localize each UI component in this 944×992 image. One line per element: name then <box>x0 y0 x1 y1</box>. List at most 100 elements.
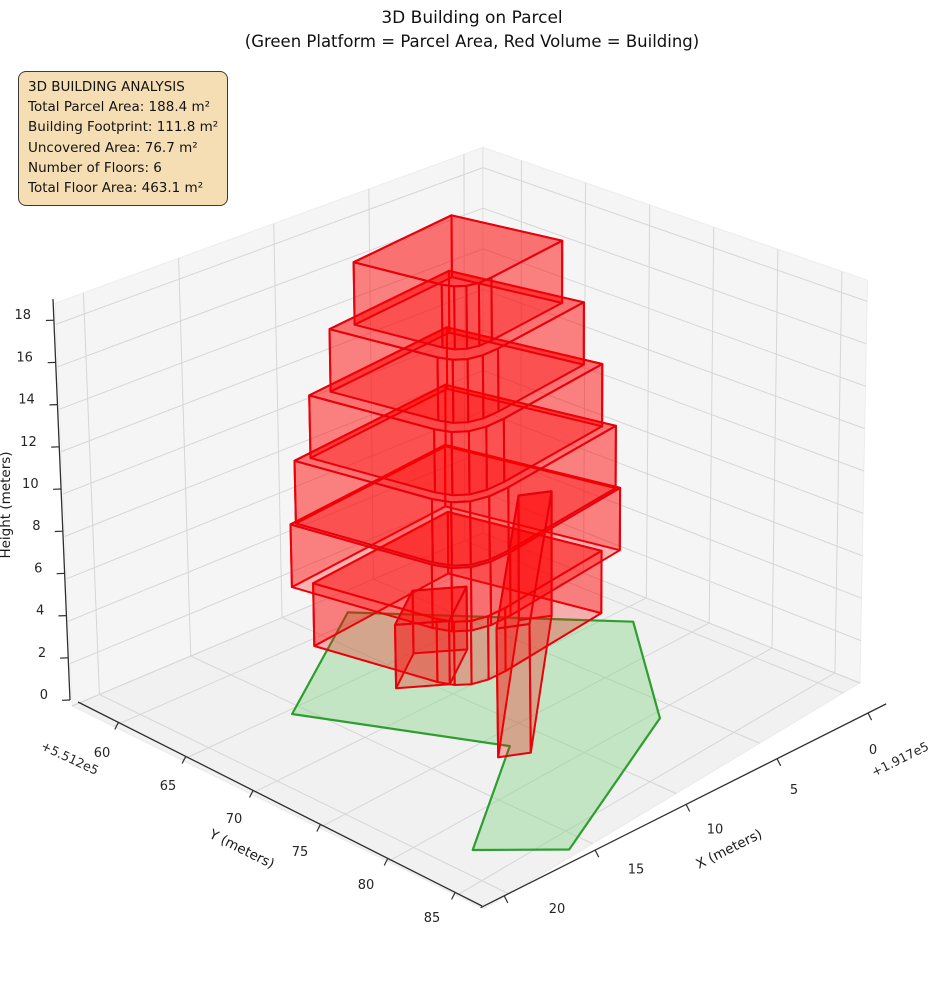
chart-title-block: 3D Building on Parcel (Green Platform = … <box>0 7 944 53</box>
y-tick-mark <box>248 790 254 798</box>
z-tick-label: 6 <box>34 561 42 576</box>
y-tick-label: 60 <box>94 746 111 761</box>
building-annex-side-face <box>394 620 451 690</box>
x-axis-offset-text: +1.917e5 <box>869 738 931 779</box>
building-floor-4-side-face <box>450 430 471 497</box>
building-floor-6-side-face <box>465 281 481 350</box>
z-grid-left-wall <box>68 451 484 622</box>
y-grid-wall <box>645 204 651 599</box>
info-line-parcel-area: Total Parcel Area: 188.4 m² <box>28 99 211 116</box>
y-axis-offset-text: +5.512e5 <box>39 738 101 778</box>
z-grid-left-wall <box>59 248 484 410</box>
building-floor-3-side-face <box>469 495 491 566</box>
x-tick-mark <box>685 804 691 812</box>
y-grid-wall <box>708 227 715 624</box>
x-tick-mark <box>776 758 782 767</box>
axis-spines <box>52 299 887 909</box>
info-box-title: 3D BUILDING ANALYSIS <box>28 79 185 95</box>
y-tick-mark <box>383 858 389 866</box>
building-floor-6-side-face <box>440 283 456 351</box>
x-tick-label: 20 <box>549 902 566 917</box>
building-floor-3-side-face <box>430 498 453 567</box>
z-axis-label: Height (meters) <box>0 451 14 558</box>
axes-panes <box>54 146 869 910</box>
z-grid-left-wall <box>71 532 484 707</box>
z-tick-label: 10 <box>22 477 39 492</box>
z-grid-right-wall <box>482 491 861 642</box>
y-grid-floor <box>456 672 836 896</box>
y-axis-spine <box>77 701 483 907</box>
y-tick-mark <box>451 892 456 900</box>
building-floor-4-side-face <box>433 428 454 497</box>
z-grid-left-wall <box>62 329 484 495</box>
info-line-floors: Number of Floors: 6 <box>28 159 162 176</box>
x-grid-floor <box>99 694 510 895</box>
building-floor-4-side-face <box>485 417 506 491</box>
building-wing-top-face <box>495 490 553 630</box>
x-grid-floor <box>281 617 677 794</box>
building-floor-6-top-face <box>352 214 564 288</box>
y-grid-floor <box>318 622 710 829</box>
building-volume <box>289 214 622 759</box>
tick-marks <box>45 319 873 904</box>
z-grid-right-wall <box>482 167 868 302</box>
x-grid-wall <box>82 292 100 695</box>
x-tick-label: 0 <box>869 743 877 758</box>
building-floor-5-side-face <box>481 347 500 420</box>
z-tick-label: 4 <box>36 604 44 619</box>
z-grid-right-wall <box>482 288 865 430</box>
x-grid-floor <box>464 540 844 694</box>
x-tick-label: 5 <box>790 783 798 798</box>
y-tick-mark <box>114 722 119 730</box>
x-grid-wall <box>273 223 283 618</box>
z-tick-label: 18 <box>15 308 32 323</box>
x-grid-wall <box>178 258 192 657</box>
z-grid-left-wall <box>55 167 484 325</box>
building-wing-side-face <box>495 623 532 759</box>
y-tick-label: 65 <box>160 779 177 794</box>
chart-title: 3D Building on Parcel <box>381 8 563 28</box>
building-floor-4-side-face <box>467 425 488 496</box>
building-floor-6-side-face <box>453 284 468 351</box>
z-tick-label: 8 <box>32 519 40 534</box>
y-tick-label: 75 <box>292 845 309 860</box>
chart-subtitle: (Green Platform = Parcel Area, Red Volum… <box>244 32 700 51</box>
info-line-footprint: Building Footprint: 111.8 m² <box>28 119 219 136</box>
x-axis-spine <box>480 703 887 909</box>
parcel-platform <box>291 611 662 852</box>
z-grid-left-wall <box>61 288 484 453</box>
z-axis-spine <box>52 299 71 701</box>
building-floor-5-side-face <box>451 358 470 424</box>
y-axis-label: Y (meters) <box>206 826 277 872</box>
z-grid-left-wall <box>66 410 484 580</box>
z-grid-right-wall <box>482 410 863 557</box>
x-tick-mark <box>867 712 873 721</box>
y-tick-label: 70 <box>226 812 243 827</box>
building-floor-3-side-face <box>450 500 472 567</box>
y-grid-wall <box>520 160 522 549</box>
building-annex-top-face <box>394 585 468 626</box>
building-floor-3-side-face <box>488 486 510 561</box>
building-floor-5-side-face <box>436 356 455 424</box>
building-floor-6-side-face <box>477 276 493 347</box>
z-grid-right-wall <box>482 248 866 387</box>
analysis-info-box: 3D BUILDING ANALYSIS Total Parcel Area: … <box>18 71 229 207</box>
x-axis-label: X (meters) <box>694 826 765 872</box>
x-grid-floor <box>373 578 760 744</box>
z-tick-label: 2 <box>38 646 46 661</box>
z-grid-left-wall <box>64 370 484 537</box>
z-tick-label: 16 <box>16 350 33 365</box>
y-grid-floor <box>387 647 773 863</box>
z-tick-label: 14 <box>18 393 35 408</box>
z-tick-label: 12 <box>20 435 37 450</box>
z-tick-label: 0 <box>40 688 48 703</box>
y-grid-wall <box>834 271 843 674</box>
z-grid-right-wall <box>482 207 867 345</box>
y-tick-mark <box>181 756 187 764</box>
x-tick-label: 15 <box>628 862 645 877</box>
z-grid-right-wall <box>482 329 865 472</box>
x-tick-label: 10 <box>707 823 724 838</box>
x-tick-mark <box>503 895 509 904</box>
